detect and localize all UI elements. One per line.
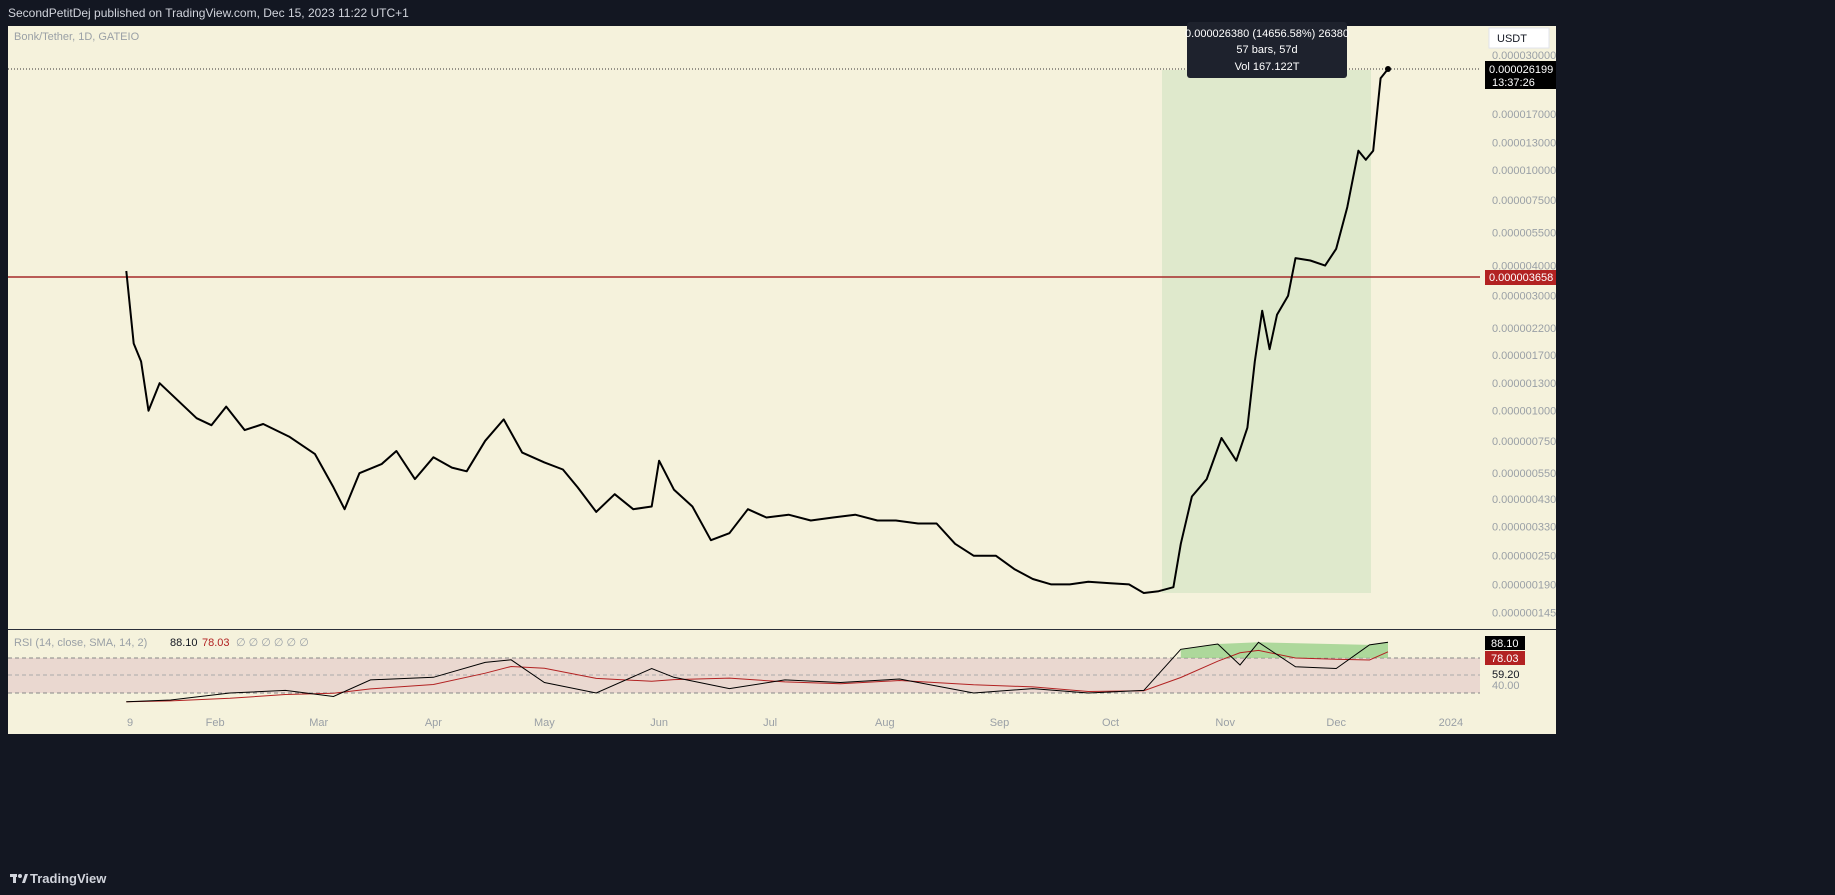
- measure-tooltip: [1187, 22, 1347, 78]
- rsi-ma-badge-label: 78.03: [1491, 653, 1519, 665]
- currency-button[interactable]: [1488, 27, 1550, 49]
- price-tick-label: 0.000000750: [1492, 436, 1556, 448]
- price-tick-label: 0.000005500: [1492, 227, 1556, 239]
- rsi-overbought-fill: [1180, 642, 1388, 658]
- rsi-ma-badge: [1485, 651, 1525, 665]
- price-tick-label: 0.000000330: [1492, 522, 1556, 534]
- price-tick-labels: 0.000030000 0.000026199 0.000017000 0.00001…: [1492, 50, 1556, 620]
- rsi-scale-label-1: 59.20: [1492, 669, 1520, 681]
- rsi-title: RSI (14, close, SMA, 14, 2): [14, 637, 147, 649]
- rsi-ma-line: [126, 649, 1389, 703]
- publisher-bar: SecondPetitDej published on TradingView.…: [0, 0, 1835, 26]
- time-tick-label: Dec: [1326, 717, 1346, 729]
- time-tick-label: Aug: [875, 717, 895, 729]
- price-tick-label: 0.000002200: [1492, 323, 1556, 335]
- price-tick-label: 0.000001000: [1492, 406, 1556, 418]
- time-tick-label: Jun: [650, 717, 668, 729]
- price-scale[interactable]: [1480, 26, 1556, 630]
- tooltip-bars: 57 bars, 57d: [1236, 44, 1297, 56]
- rsi-placeholders: ∅ ∅ ∅ ∅ ∅ ∅: [236, 637, 309, 649]
- price-tick-label: 0.000013000: [1492, 137, 1556, 149]
- rsi-value-badge-label: 88.10: [1491, 638, 1519, 650]
- rsi-value: 88.10: [170, 637, 198, 649]
- price-tick-label: 0.000000430: [1492, 494, 1556, 506]
- currency-button-label: USDT: [1497, 33, 1527, 45]
- rsi-line: [126, 641, 1389, 703]
- last-price-badge: [1485, 61, 1556, 89]
- level-price-badge: [1485, 270, 1556, 285]
- price-tick-label: 0.000004000: [1492, 261, 1556, 273]
- tooltip-volume: Vol 167.122T: [1235, 61, 1300, 73]
- price-tick-label: 0.000003000: [1492, 291, 1556, 303]
- time-tick-label: Nov: [1215, 717, 1235, 729]
- time-axis[interactable]: [8, 712, 1556, 734]
- time-tick-label: 2024: [1439, 717, 1463, 729]
- price-line: [125, 68, 1389, 594]
- time-tick-label: Feb: [206, 717, 225, 729]
- price-tick-label: 0.000007500: [1492, 195, 1556, 207]
- time-tick-label: Jul: [763, 717, 777, 729]
- last-price-label: 0.000026199: [1489, 64, 1553, 76]
- time-tick-label: May: [534, 717, 555, 729]
- tooltip-change: 0.000026380 (14656.58%) 26380: [1185, 28, 1349, 40]
- price-tick-label: 0.000000190: [1492, 579, 1556, 591]
- time-tick-label: Apr: [425, 717, 442, 729]
- level-price-label: 0.000003658: [1489, 272, 1553, 284]
- price-tick-label: 0.000000145: [1492, 608, 1556, 620]
- countdown-label: 13:37:26: [1492, 77, 1535, 89]
- time-tick-label: 9: [127, 717, 133, 729]
- time-tick-labels: 9 Feb Mar Apr May Jun Jul Aug Sep Oct Nov Dec 2024: [127, 717, 1463, 729]
- price-tick-label: 0.000000550: [1492, 468, 1556, 480]
- footer: TradingView: [0, 862, 1835, 895]
- last-price-dot: [1385, 66, 1391, 72]
- symbol-title: Bonk/Tether, 1D, GATEIO: [14, 31, 140, 43]
- price-tick-label: 0.000030000: [1492, 50, 1556, 62]
- time-tick-label: Mar: [309, 717, 328, 729]
- rsi-ma-value: 78.03: [202, 637, 230, 649]
- price-tick-label: 0.000001300: [1492, 378, 1556, 390]
- time-tick-label: Oct: [1102, 717, 1119, 729]
- footer-brand: TradingView: [30, 871, 107, 886]
- rsi-value-badge: [1485, 636, 1525, 650]
- publisher-line: SecondPetitDej published on TradingView.…: [8, 6, 409, 20]
- rsi-scale-label-2: 40.00: [1492, 680, 1520, 692]
- tradingview-logo-icon: [10, 874, 28, 883]
- price-tick-label: 0.000017000: [1492, 109, 1556, 121]
- price-tick-label: 0.000010000: [1492, 165, 1556, 177]
- price-tick-label: 0.000000250: [1492, 551, 1556, 563]
- price-tick-label: 0.000001700: [1492, 350, 1556, 362]
- time-tick-label: Sep: [990, 717, 1010, 729]
